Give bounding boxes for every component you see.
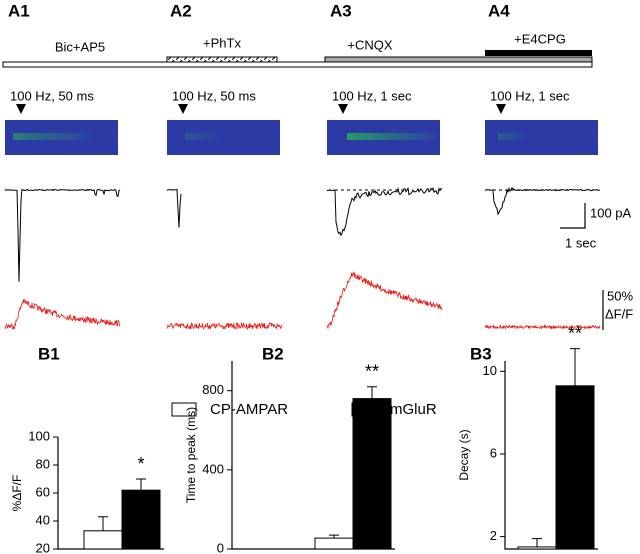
y-tick-label: 60	[36, 484, 50, 499]
panel-label: A4	[488, 1, 510, 20]
scale-label: 50%	[607, 288, 633, 303]
error-bar	[570, 348, 580, 386]
drug-bar	[2, 61, 593, 68]
legend-swatch	[171, 402, 197, 417]
error-bar	[367, 386, 377, 399]
fluorescence-trace	[166, 321, 283, 331]
bar	[83, 530, 123, 550]
current-trace	[326, 186, 443, 237]
stim-arrow	[338, 104, 348, 114]
stimulus-label: 100 Hz, 50 ms	[172, 88, 256, 103]
legend-label: CP-AMPAR	[210, 401, 288, 418]
scale-label: 1 sec	[565, 235, 597, 250]
y-tick-label: 100	[28, 428, 50, 443]
stimulus-label: 100 Hz, 1 sec	[332, 88, 412, 103]
current-trace	[484, 186, 601, 216]
image-signal	[13, 133, 93, 140]
significance: **	[365, 361, 379, 381]
drug-bar	[324, 56, 593, 63]
drug-label: Bic+AP5	[55, 39, 105, 54]
y-tick-label: 80	[36, 456, 50, 471]
bar	[517, 546, 557, 550]
fluorescence-trace	[326, 271, 443, 330]
significance: *	[137, 454, 144, 474]
y-axis-label: %ΔF/F	[10, 475, 24, 512]
image-signal	[498, 133, 528, 140]
drug-label: +E4CPG	[514, 31, 566, 46]
y-tick-label: 20	[36, 540, 50, 554]
chart-label: B2	[262, 344, 284, 363]
y-axis-label: Time to peak (ms)	[184, 407, 198, 503]
error-bar	[98, 516, 108, 531]
current-trace	[4, 188, 121, 282]
chart-label: B3	[470, 344, 492, 363]
image-signal	[185, 133, 225, 140]
drug-label: +CNQX	[347, 37, 392, 52]
error-bar	[136, 478, 146, 491]
error-bar	[532, 538, 542, 547]
y-tick-label: 10	[483, 363, 497, 378]
chart-label: B1	[38, 344, 60, 363]
stimulus-label: 100 Hz, 1 sec	[490, 88, 570, 103]
stim-arrow	[16, 104, 26, 114]
y-tick-label: 400	[202, 461, 224, 476]
fluorescence-trace	[4, 298, 121, 330]
y-axis-label: Decay (s)	[457, 429, 471, 480]
y-tick-label: 0	[217, 540, 224, 554]
image-signal	[347, 133, 437, 140]
significance: **	[568, 323, 582, 343]
drug-label: +PhTx	[203, 35, 241, 50]
scale-bar	[560, 203, 586, 229]
y-tick-label: 40	[36, 512, 50, 527]
y-tick-label: 800	[202, 382, 224, 397]
stim-arrow	[178, 104, 188, 114]
bar	[352, 398, 392, 550]
y-tick-label: 6	[490, 445, 497, 460]
panel-label: A1	[8, 1, 30, 20]
stim-arrow	[496, 104, 506, 114]
drug-bar	[166, 56, 278, 63]
bar	[121, 489, 161, 550]
panel-label: A3	[330, 1, 352, 20]
scale-label: 100 pA	[590, 205, 632, 220]
stimulus-label: 100 Hz, 50 ms	[10, 88, 94, 103]
drug-bar	[485, 50, 592, 56]
current-trace	[166, 188, 182, 228]
bar	[555, 385, 595, 550]
y-tick-label: 2	[490, 528, 497, 543]
bar	[314, 537, 354, 550]
scale-label: ΔF/F	[605, 306, 633, 321]
panel-label: A2	[170, 1, 192, 20]
legend-label: mGluR	[390, 401, 437, 418]
fluorescence-trace	[484, 324, 601, 330]
